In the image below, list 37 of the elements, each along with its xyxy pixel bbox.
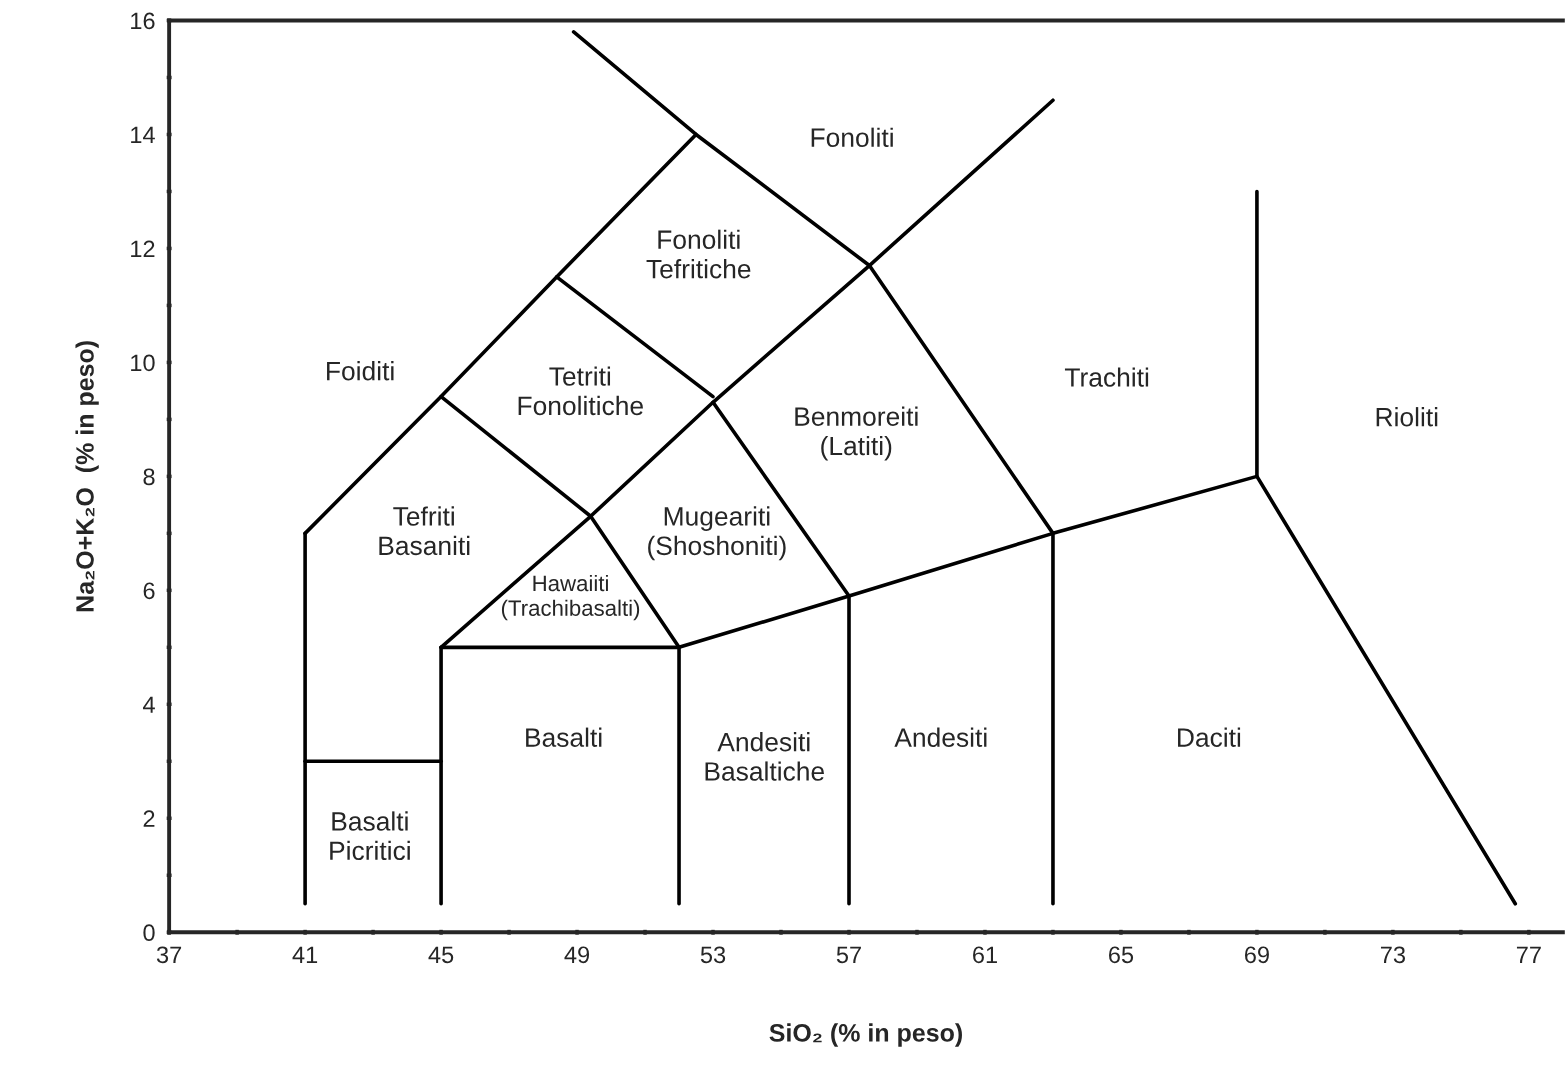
annotation: Trachiti <box>1064 367 1149 387</box>
y-tick-label: 12 <box>131 240 155 257</box>
x-tick-label: 57 <box>836 946 861 964</box>
x-tick-label: 65 <box>1109 946 1134 964</box>
y-axis-title: Na₂O+K₂O (% in peso) <box>75 341 99 612</box>
y-tick-label: 8 <box>143 468 155 486</box>
annotation: Daciti <box>1178 727 1241 747</box>
x-tick-label: 77 <box>1516 946 1541 963</box>
x-tick-label: 41 <box>292 946 318 963</box>
x-tick-label: 37 <box>156 946 182 964</box>
y-tick-label: 10 <box>131 354 155 372</box>
y-tick-label: 2 <box>143 810 155 827</box>
annotation: Tetriti Fonolitiche <box>518 366 643 416</box>
y-tick-label: 4 <box>143 696 155 713</box>
annotation: Rioliti <box>1376 407 1438 427</box>
x-tick-label: 61 <box>973 946 997 964</box>
annotation: Basalti Picritici <box>330 811 410 861</box>
x-tick-label: 69 <box>1244 946 1269 964</box>
annotation: Foiditi <box>327 361 394 381</box>
x-axis-title: SiO₂ (% in peso) <box>769 1023 962 1047</box>
y-tick-label: 6 <box>143 582 155 600</box>
y-tick-label: 14 <box>131 126 155 144</box>
annotation: Mugeariti (Shoshoniti) <box>648 506 786 561</box>
annotation: Tefriti Basaniti <box>379 506 470 556</box>
annotation: Basalti <box>526 727 602 747</box>
annotation: Fonoliti Tefritiche <box>646 229 751 279</box>
x-tick-label: 73 <box>1380 946 1405 964</box>
annotation: Andesiti <box>894 727 987 747</box>
annotation: Andesiti Basaltiche <box>705 732 824 781</box>
annotation: Hawaiiti (Trachibasalti) <box>501 574 640 621</box>
annotation: Benmoreiti (Latiti) <box>795 406 918 461</box>
y-tick-label: 16 <box>131 12 155 30</box>
x-tick-label: 53 <box>700 946 726 964</box>
annotation: Fonoliti <box>811 127 893 148</box>
y-tick-label: 0 <box>143 924 155 942</box>
x-tick-label: 45 <box>428 946 454 964</box>
x-tick-label: 49 <box>564 946 590 964</box>
